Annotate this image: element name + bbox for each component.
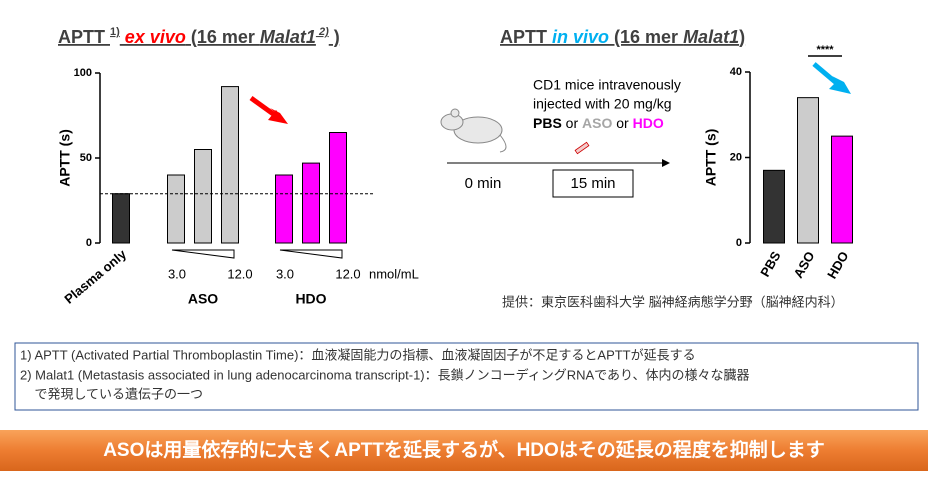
y-tick-label: 0 <box>86 237 92 249</box>
bar <box>302 162 320 244</box>
syringe-icon <box>574 141 590 155</box>
title-part: or <box>612 115 632 131</box>
title-part: PBS <box>533 115 562 131</box>
timeline-head <box>662 159 670 167</box>
y-tick-label: 20 <box>730 151 742 163</box>
title-part: Malat1 <box>260 27 316 47</box>
time-box <box>552 169 634 198</box>
credit: 提供：東京医科歯科大学 脳神経病態学分野（脳神経内科） <box>502 294 844 309</box>
time-start: 0 min <box>465 175 502 192</box>
dose-wedge <box>171 249 235 259</box>
title-part: ASO <box>582 115 612 131</box>
unit-label: nmol/mL <box>369 266 419 281</box>
y-tick-label: 100 <box>74 67 92 79</box>
y-axis-label: APTT (s) <box>57 129 73 187</box>
y-tick-label: 0 <box>736 237 742 249</box>
conclusion: ASOは用量依存的に大きくAPTTを延長するが、HDOはその延長の程度を抑制しま… <box>103 438 825 461</box>
footnote-box <box>14 342 919 411</box>
title: PBS or ASO or HDO <box>533 115 664 131</box>
title-part: (16 mer <box>609 27 683 47</box>
footnote: 1) APTT (Activated Partial Thromboplasti… <box>20 347 696 362</box>
x-tick-label: Plasma only <box>61 246 129 307</box>
x-tick-label: PBS <box>757 248 784 279</box>
title-part: ) <box>739 27 745 47</box>
bar <box>797 97 819 244</box>
title-part: 1) <box>110 26 120 38</box>
y-axis-label: APTT (s) <box>703 129 719 187</box>
x-tick-label: HDO <box>824 249 851 282</box>
y-tick-label: 50 <box>80 152 92 164</box>
banner <box>0 430 928 471</box>
title-part: APTT <box>500 27 552 47</box>
arrow-head <box>268 108 288 124</box>
title-part: ) <box>329 27 340 47</box>
dose-label: 12.0 <box>227 266 252 281</box>
title: APTT 1) ex vivo (16 mer Malat1 2) ) <box>58 26 340 47</box>
dose-label: 3.0 <box>276 266 294 281</box>
group-label: ASO <box>188 291 218 307</box>
x-tick-label: ASO <box>790 249 817 281</box>
bar <box>831 135 853 244</box>
footnote: で発現している遺伝子の一つ <box>20 386 203 401</box>
bar <box>167 174 185 244</box>
dose-label: 3.0 <box>168 266 186 281</box>
protocol-line: CD1 mice intravenously <box>533 77 681 93</box>
significance: **** <box>816 44 834 56</box>
title-part: Malat1 <box>683 27 739 47</box>
title-part: in vivo <box>552 27 609 47</box>
title-part: APTT <box>58 27 110 47</box>
protocol-line: injected with 20 mg/kg <box>533 96 672 112</box>
title: APTT in vivo (16 mer Malat1) <box>500 27 745 47</box>
title-part: or <box>562 115 582 131</box>
bar <box>329 132 347 244</box>
bar <box>763 169 785 244</box>
arrow-head <box>829 76 851 94</box>
bar <box>275 174 293 244</box>
time-end: 15 min <box>570 175 615 192</box>
mouse-icon <box>440 108 507 153</box>
bar <box>221 86 239 244</box>
title-part: 2) <box>316 26 329 38</box>
footnote: 2) Malat1 (Metastasis associated in lung… <box>20 367 750 382</box>
dose-label: 12.0 <box>335 266 360 281</box>
title-part: ex vivo <box>120 27 186 47</box>
title-part: HDO <box>633 115 664 131</box>
group-label: HDO <box>295 291 326 307</box>
title-part: (16 mer <box>186 27 260 47</box>
y-tick-label: 40 <box>730 66 742 78</box>
arrow <box>249 95 278 119</box>
bar <box>194 149 212 244</box>
dose-wedge <box>279 249 343 259</box>
bar <box>112 193 130 244</box>
